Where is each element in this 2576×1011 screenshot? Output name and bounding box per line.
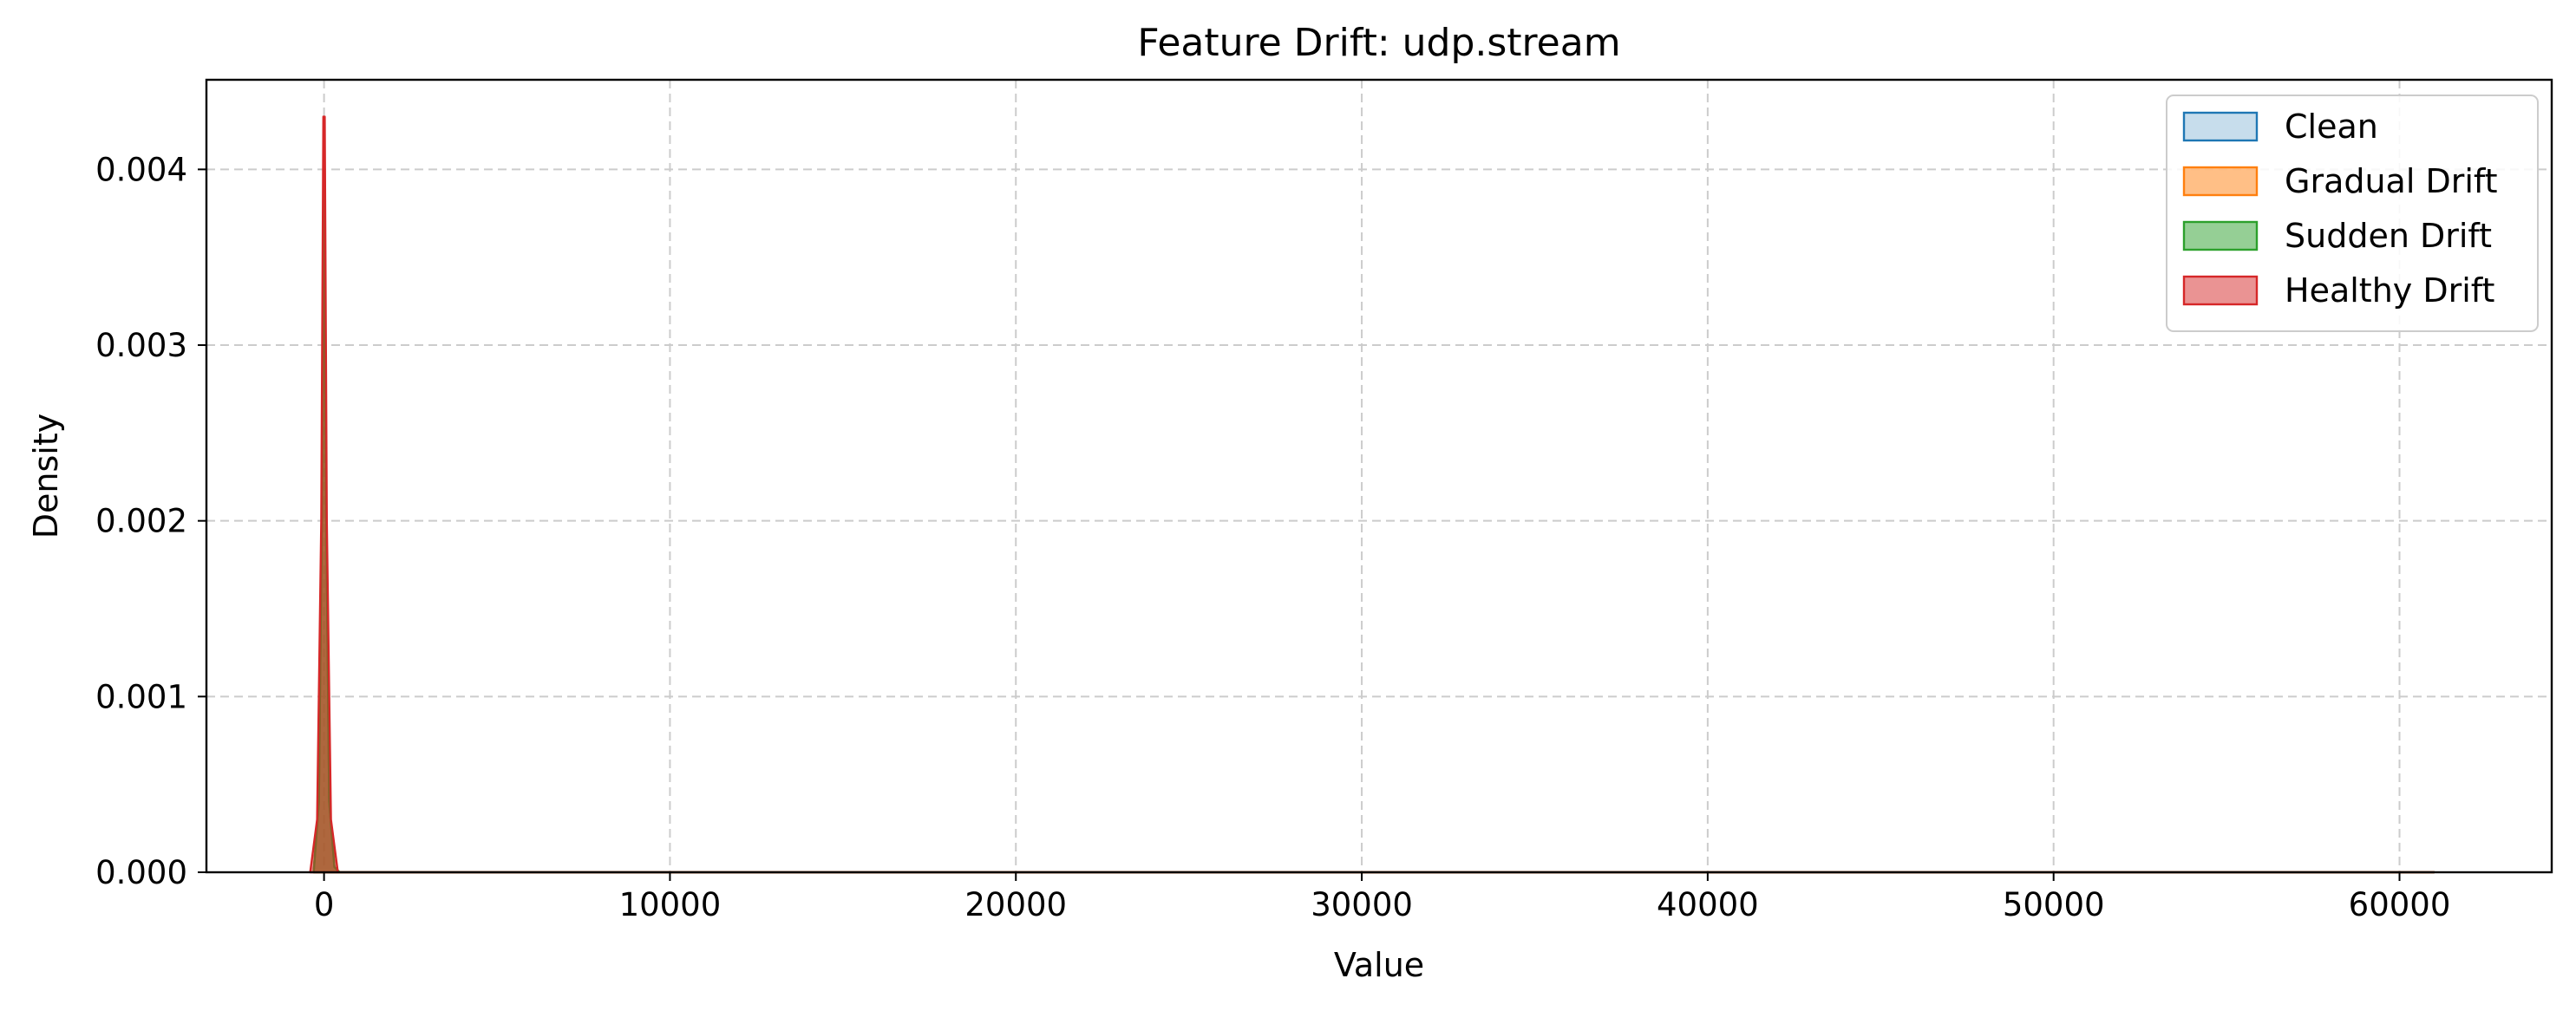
plot-frame — [205, 78, 2553, 874]
ticks: 0 10000 20000 30000 40000 50000 60000 0.000 0.00… — [95, 151, 2450, 923]
legend-swatch — [2182, 166, 2259, 197]
x-tick-label: 50000 — [2003, 886, 2105, 923]
x-tick-label: 0 — [314, 886, 335, 923]
x-tick-label: 10000 — [619, 886, 722, 923]
x-tick-label: 40000 — [1657, 886, 1759, 923]
legend: Clean Gradual Drift Sudden Drift Healthy Dr… — [2166, 95, 2539, 332]
legend-swatch — [2182, 220, 2259, 251]
x-tick-label: 30000 — [1311, 886, 1413, 923]
legend-label: Gradual Drift — [2285, 162, 2498, 200]
x-tick-label: 20000 — [964, 886, 1067, 923]
legend-box — [2166, 95, 2539, 332]
y-axis-title: Density — [27, 414, 65, 538]
y-tick-label: 0.001 — [95, 678, 187, 715]
legend-label: Clean — [2285, 108, 2378, 146]
chart-title: Feature Drift: udp.stream — [1137, 21, 1620, 65]
y-tick-label: 0.004 — [95, 151, 187, 188]
y-tick-label: 0.002 — [95, 503, 187, 540]
legend-label: Sudden Drift — [2285, 217, 2492, 255]
legend-label: Healthy Drift — [2285, 271, 2494, 310]
legend-swatch — [2182, 275, 2259, 306]
legend-swatch — [2182, 111, 2259, 142]
y-tick-label: 0.000 — [95, 854, 187, 891]
x-tick-label: 60000 — [2349, 886, 2451, 923]
y-tick-label: 0.003 — [95, 327, 187, 364]
x-axis-title: Value — [1334, 946, 1424, 984]
